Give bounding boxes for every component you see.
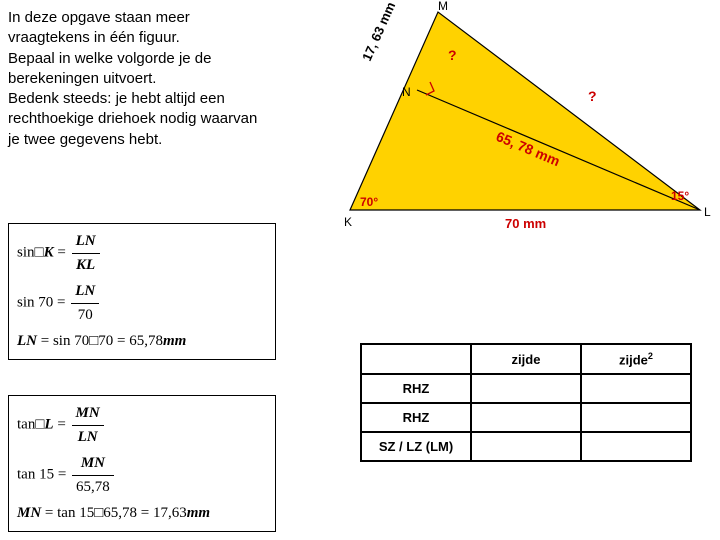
fraction: LN 70 xyxy=(71,280,99,326)
result-table: zijde zijde2 RHZ RHZ SZ / LZ (LM) xyxy=(360,343,692,462)
hdr-text: zijde xyxy=(619,352,648,367)
fraction: LN KL xyxy=(72,230,100,276)
table-row: SZ / LZ (LM) xyxy=(361,432,691,461)
math-row: tan□L = MN LN xyxy=(17,402,267,448)
math-text: sin□ xyxy=(17,244,44,260)
math-var: K xyxy=(44,244,54,260)
svg-text:70 mm: 70 mm xyxy=(505,216,546,231)
frac-num: MN xyxy=(72,452,114,476)
math-var: LN xyxy=(17,333,37,349)
intro-line: In deze opgave staan meer xyxy=(8,9,190,26)
frac-num: MN xyxy=(72,402,104,426)
frac-den: LN xyxy=(72,426,104,449)
intro-line: Bepaal in welke volgorde je de xyxy=(8,50,211,67)
frac-den: 70 xyxy=(71,304,99,327)
math-text: sin 70 = xyxy=(17,294,69,310)
table-row: RHZ xyxy=(361,403,691,432)
math-var: MN xyxy=(17,505,41,521)
svg-text:M: M xyxy=(438,0,448,13)
frac-den: 65,78 xyxy=(72,476,114,499)
math-unit: mm xyxy=(163,333,186,349)
intro-line: rechthoekige driehoek nodig waarvan xyxy=(8,110,257,127)
svg-text:K: K xyxy=(344,215,352,229)
table-cell-label: SZ / LZ (LM) xyxy=(361,432,471,461)
math-row: MN = tan 15□65,78 = 17,63mm xyxy=(17,502,267,525)
math-row: sin□K = LN KL xyxy=(17,230,267,276)
table-cell xyxy=(581,374,691,403)
table-header-zijde2: zijde2 xyxy=(581,344,691,374)
svg-text:L: L xyxy=(704,205,711,219)
math-row: sin 70 = LN 70 xyxy=(17,280,267,326)
math-row: tan 15 = MN 65,78 xyxy=(17,452,267,498)
intro-line: je twee gegevens hebt. xyxy=(8,131,162,148)
math-row: LN = sin 70□70 = 65,78mm xyxy=(17,330,267,353)
table-cell xyxy=(471,432,581,461)
table-row: zijde zijde2 xyxy=(361,344,691,374)
intro-line: berekeningen uitvoert. xyxy=(8,70,156,87)
table-cell xyxy=(471,374,581,403)
table-header-zijde: zijde xyxy=(471,344,581,374)
table-cell xyxy=(471,403,581,432)
math-var: L xyxy=(44,416,53,432)
table-cell-label: RHZ xyxy=(361,374,471,403)
table-row: RHZ xyxy=(361,374,691,403)
svg-text:N: N xyxy=(402,85,411,99)
table-cell xyxy=(581,432,691,461)
fraction: MN LN xyxy=(72,402,104,448)
intro-text: In deze opgave staan meer vraagtekens in… xyxy=(8,8,318,150)
math-text: tan 15 = xyxy=(17,466,70,482)
svg-text:17, 63 mm: 17, 63 mm xyxy=(359,0,398,63)
table-cell-label: RHZ xyxy=(361,403,471,432)
svg-text:15°: 15° xyxy=(671,189,689,203)
math-eq: = xyxy=(54,416,70,432)
svg-text:70°: 70° xyxy=(360,195,378,209)
table-header-empty xyxy=(361,344,471,374)
frac-num: LN xyxy=(71,280,99,304)
intro-line: Bedenk steeds: je hebt altijd een xyxy=(8,90,225,107)
table-cell xyxy=(581,403,691,432)
frac-den: KL xyxy=(72,254,100,277)
fraction: MN 65,78 xyxy=(72,452,114,498)
frac-num: LN xyxy=(72,230,100,254)
math-unit: mm xyxy=(187,505,210,521)
intro-line: vraagtekens in één figuur. xyxy=(8,29,180,46)
math-text: = tan 15□65,78 = 17,63 xyxy=(41,505,187,521)
math-text: tan□ xyxy=(17,416,44,432)
math-text: = sin 70□70 = 65,78 xyxy=(37,333,163,349)
triangle-figure: K L M N 17, 63 mm 65, 78 mm 70 mm 70° 15… xyxy=(330,0,720,240)
math-box-2: tan□L = MN LN tan 15 = MN 65,78 MN = tan… xyxy=(8,395,276,532)
math-eq: = xyxy=(54,244,70,260)
math-box-1: sin□K = LN KL sin 70 = LN 70 LN = sin 70… xyxy=(8,223,276,360)
svg-text:?: ? xyxy=(588,88,597,104)
hdr-sup: 2 xyxy=(648,351,653,361)
svg-text:?: ? xyxy=(448,47,457,63)
